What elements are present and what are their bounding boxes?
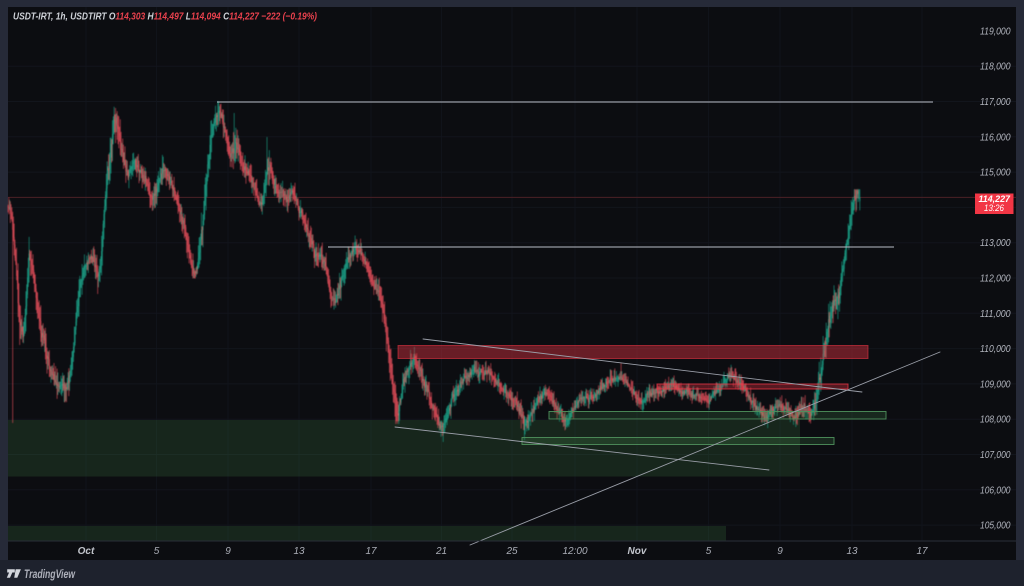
- svg-text:105,000: 105,000: [980, 521, 1011, 532]
- svg-text:113,000: 113,000: [980, 238, 1011, 249]
- svg-text:116,000: 116,000: [980, 132, 1011, 143]
- svg-text:9: 9: [225, 546, 231, 557]
- svg-text:112,000: 112,000: [980, 274, 1011, 285]
- svg-text:109,000: 109,000: [980, 379, 1011, 390]
- svg-text:5: 5: [154, 546, 160, 557]
- svg-text:9: 9: [777, 546, 783, 557]
- svg-text:13: 13: [293, 546, 305, 557]
- svg-text:Nov: Nov: [628, 546, 648, 557]
- svg-text:114,227: 114,227: [979, 194, 1011, 205]
- svg-text:107,000: 107,000: [980, 450, 1011, 461]
- svg-text:TradingView: TradingView: [24, 567, 75, 581]
- svg-text:Oct: Oct: [78, 546, 95, 557]
- svg-text:106,000: 106,000: [980, 485, 1011, 496]
- svg-text:5: 5: [706, 546, 712, 557]
- svg-text:21: 21: [435, 546, 447, 557]
- svg-text:110,000: 110,000: [980, 344, 1011, 355]
- svg-text:108,000: 108,000: [980, 415, 1011, 426]
- svg-text:119,000: 119,000: [980, 26, 1011, 37]
- svg-text:13:26: 13:26: [984, 203, 1004, 213]
- svg-text:115,000: 115,000: [980, 168, 1011, 179]
- svg-text:25: 25: [505, 546, 518, 557]
- svg-text:111,000: 111,000: [980, 309, 1011, 320]
- svg-text:USDT-IRT, 1h, USDTIRT O114,30: USDT-IRT, 1h, USDTIRT O114,303 H114,497 …: [13, 12, 317, 23]
- svg-text:13: 13: [846, 546, 858, 557]
- svg-text:117,000: 117,000: [980, 97, 1011, 108]
- svg-text:17: 17: [916, 546, 928, 557]
- svg-text:118,000: 118,000: [980, 62, 1011, 73]
- svg-text:17: 17: [365, 546, 377, 557]
- svg-text:12:00: 12:00: [562, 546, 587, 557]
